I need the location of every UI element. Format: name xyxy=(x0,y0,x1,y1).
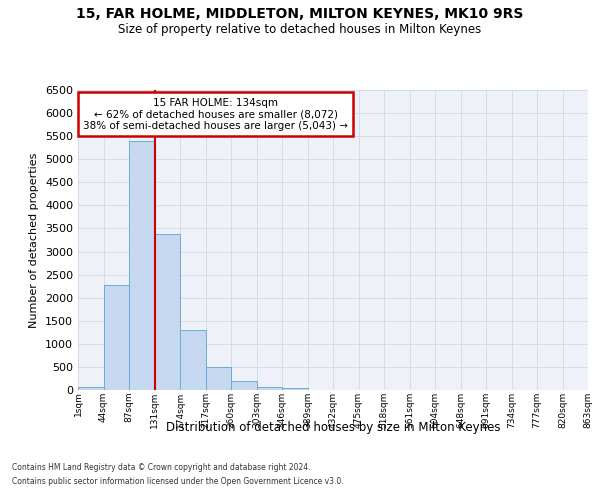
Bar xyxy=(104,285,129,390)
Text: Contains public sector information licensed under the Open Government Licence v3: Contains public sector information licen… xyxy=(12,477,344,486)
Bar xyxy=(257,386,282,390)
Bar xyxy=(129,141,155,390)
Bar xyxy=(231,382,257,390)
Bar xyxy=(78,387,104,390)
Text: Distribution of detached houses by size in Milton Keynes: Distribution of detached houses by size … xyxy=(166,421,500,434)
Text: 15, FAR HOLME, MIDDLETON, MILTON KEYNES, MK10 9RS: 15, FAR HOLME, MIDDLETON, MILTON KEYNES,… xyxy=(76,8,524,22)
Bar xyxy=(205,368,231,390)
Bar xyxy=(180,330,205,390)
Bar xyxy=(155,234,180,390)
Text: Size of property relative to detached houses in Milton Keynes: Size of property relative to detached ho… xyxy=(118,22,482,36)
Text: 15 FAR HOLME: 134sqm
← 62% of detached houses are smaller (8,072)
38% of semi-de: 15 FAR HOLME: 134sqm ← 62% of detached h… xyxy=(83,98,348,130)
Text: Contains HM Land Registry data © Crown copyright and database right 2024.: Contains HM Land Registry data © Crown c… xyxy=(12,464,311,472)
Y-axis label: Number of detached properties: Number of detached properties xyxy=(29,152,40,328)
Bar xyxy=(282,388,308,390)
